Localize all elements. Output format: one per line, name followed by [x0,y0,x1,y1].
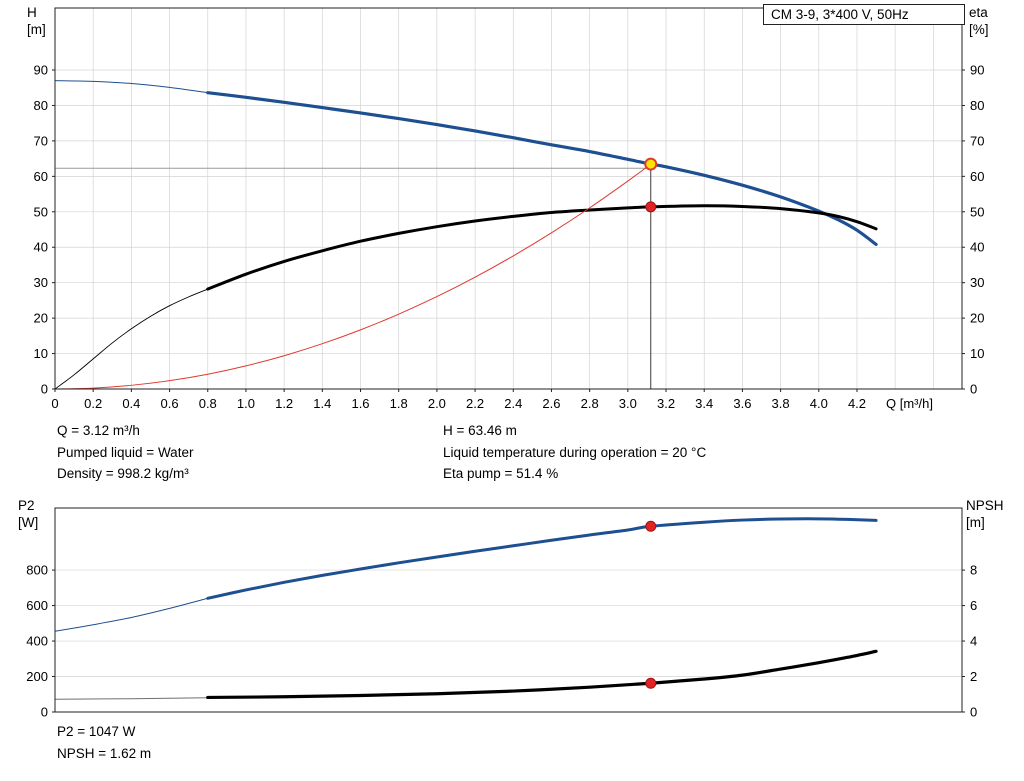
x-tick-label: 2.6 [542,396,560,411]
left-tick-label: 400 [26,634,48,649]
head-readout: H = 63.46 m [443,423,517,438]
right-tick-label: 4 [970,634,977,649]
x-tick-label: 1.0 [237,396,255,411]
x-tick-label: 3.2 [657,396,675,411]
head-axis-unit: [m] [27,22,46,37]
p2-axis-title: P2 [W] [18,497,38,531]
p2-axis-unit: [W] [18,515,39,530]
left-tick-label: 800 [26,563,48,578]
power-npsh-chart: 0 200 400 600 800 0 2 4 6 8 [26,507,977,720]
left-tick-label: 10 [34,346,48,361]
left-tick-label: 50 [34,204,48,219]
left-tick-label: 90 [34,63,48,78]
right-tick-label: 10 [970,346,984,361]
x-tick-label: 0 [51,396,58,411]
x-tick-label: 3.0 [619,396,637,411]
p2-curve-lead [54,597,209,632]
operating-data-left: Q = 3.12 m³/h Pumped liquid = Water Dens… [57,420,193,485]
left-tick-label: 600 [26,598,48,613]
left-tick-label: 20 [34,311,48,326]
eta-readout: Eta pump = 51.4 % [443,466,559,481]
left-tick-label: 70 [34,133,48,148]
liquid-temp-readout: Liquid temperature during operation = 20… [443,444,707,460]
x-tick-label: 3.6 [733,396,751,411]
x-tick-label: 0.6 [161,396,179,411]
left-tick-label: 80 [34,98,48,113]
right-tick-label: 80 [970,98,984,113]
npsh-point-marker [645,677,657,689]
head-axis-label: H [27,5,37,20]
right-tick-label: 8 [970,563,977,578]
x-tick-label: 2.2 [466,396,484,411]
left-tick-label: 30 [34,275,48,290]
system-curve [54,163,652,390]
npsh-axis-unit: [m] [966,515,985,530]
p2-readout: P2 = 1047 W [57,724,136,739]
x-axis-title: Q [m³/h] [886,396,933,411]
x-tick-label: 2.8 [581,396,599,411]
x-tick-label: 0.2 [84,396,102,411]
right-tick-label: 6 [970,598,977,613]
left-tick-label: 40 [34,240,48,255]
plot-border [54,507,963,713]
npsh-axis-title: NPSH [m] [966,497,1004,531]
p2-point-marker [645,520,657,532]
right-tick-label: 40 [970,240,984,255]
right-tick-label: 50 [970,204,984,219]
pumped-liquid-readout: Pumped liquid = Water [57,444,194,460]
npsh-readout: NPSH = 1.62 m [57,745,152,761]
p2-axis-label: P2 [18,498,35,513]
x-tick-label: 1.4 [313,396,331,411]
density-readout: Density = 998.2 kg/m³ [57,466,189,481]
plot-border [54,7,963,390]
x-tick-label: 0.8 [199,396,217,411]
right-tick-label: 20 [970,311,984,326]
npsh-curve-lead [54,697,209,700]
head-curve-lead [54,80,209,94]
eta-point-marker [645,201,657,213]
x-tick-label: 1.2 [275,396,293,411]
pump-model-title: CM 3-9, 3*400 V, 50Hz [763,4,965,25]
left-tick-label: 0 [41,382,48,397]
npsh-axis-label: NPSH [966,498,1004,513]
right-tick-label: 60 [970,169,984,184]
npsh-curve [206,649,878,700]
duty-point-marker [644,157,658,171]
right-tick-label: 2 [970,669,977,684]
x-tick-label: 1.8 [390,396,408,411]
eta-axis-label: eta [969,5,988,20]
right-tick-label: 0 [970,382,977,397]
x-tick-label: 4.2 [848,396,866,411]
head-curve [206,91,878,246]
x-tick-label: 3.4 [695,396,713,411]
p2-curve [206,517,878,600]
eta-axis-title: eta [%] [969,4,989,38]
performance-chart: 0 10 20 30 40 50 60 70 80 90 0 10 20 30 40 50 60 70 80 90 0 0… [34,7,984,411]
x-tick-label: 0.4 [122,396,140,411]
flow-readout: Q = 3.12 m³/h [57,423,140,438]
x-tick-label: 2.4 [504,396,522,411]
power-npsh-readouts: P2 = 1047 W NPSH = 1.62 m [57,721,151,764]
right-tick-label: 90 [970,63,984,78]
operating-data-right: H = 63.46 m Liquid temperature during op… [443,420,706,485]
right-tick-label: 30 [970,275,984,290]
x-tick-label: 4.0 [810,396,828,411]
left-tick-label: 60 [34,169,48,184]
left-tick-label: 0 [41,705,48,720]
eta-curve-lead [54,288,209,390]
x-tick-label: 3.8 [772,396,790,411]
head-axis-title: H [m] [27,4,46,38]
left-tick-label: 200 [26,669,48,684]
eta-curve [206,204,878,291]
x-tick-label: 2.0 [428,396,446,411]
right-tick-label: 70 [970,133,984,148]
right-tick-label: 0 [970,705,977,720]
eta-axis-unit: [%] [969,22,989,37]
x-tick-label: 1.6 [351,396,369,411]
